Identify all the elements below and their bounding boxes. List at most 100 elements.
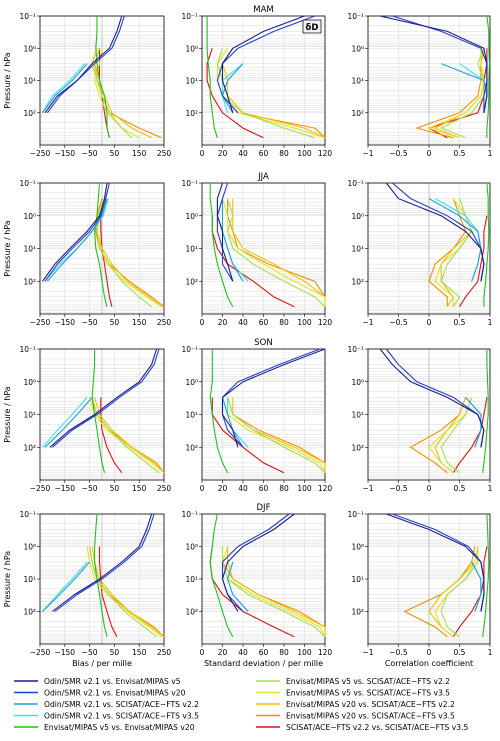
legend-label-odin_mipas_v20: Odin/SMR v2.1 vs. Envisat/MIPAS v20 xyxy=(44,689,186,698)
y-tick-label: 10⁻¹ xyxy=(181,12,198,21)
x-tick-label: 150 xyxy=(132,648,147,657)
x-tick-label: 100 xyxy=(297,318,312,327)
series-line-mipas5_mipas20 xyxy=(209,349,229,473)
series-line-odin_mipas_v5 xyxy=(44,15,123,114)
series-line-mipas5_mipas20 xyxy=(483,182,490,307)
series-line-odin_mipas_v20 xyxy=(221,348,321,448)
x-tick-label: −50 xyxy=(82,149,98,158)
series-line-mipas5_ace22 xyxy=(227,397,326,474)
series-line-mipas20_ace35 xyxy=(227,198,326,307)
y-tick-label: 10⁻¹ xyxy=(19,12,36,21)
series-line-mipas5_mipas20 xyxy=(94,182,108,307)
y-tick-label: 10¹ xyxy=(351,77,364,86)
x-tick-label: −50 xyxy=(82,318,98,327)
legend-label-mipas5_mipas20: Envisat/MIPAS v5 vs. Envisat/MIPAS v20 xyxy=(44,723,195,732)
series-line-mipas5_mipas20 xyxy=(486,15,490,138)
y-tick-label: 10⁰ xyxy=(185,378,198,387)
series-line-mipas5_ace22 xyxy=(89,546,157,638)
series-line-odin_mipas_v5 xyxy=(385,182,485,282)
x-tick-label: −0.5 xyxy=(389,648,407,657)
y-tick-label: 10⁰ xyxy=(23,44,36,53)
season-title-djf: DJF xyxy=(257,503,271,513)
series-line-mipas20_ace22 xyxy=(232,198,326,307)
y-tick-label: 10² xyxy=(351,443,364,452)
x-tick-label: 20 xyxy=(218,648,228,657)
series-line-odin_ace_v22 xyxy=(42,63,88,114)
x-tick-label: 0.5 xyxy=(454,149,466,158)
y-axis-label: Pressure / hPa xyxy=(3,386,12,442)
panel-jja-bias: −250 −150 −50 50 150 250 10⁻¹ 10⁰ 10¹ 10² xyxy=(19,179,171,327)
series-line-mipas20_ace35 xyxy=(221,546,326,637)
y-tick-label: 10⁰ xyxy=(23,378,36,387)
x-tick-label: 120 xyxy=(318,648,333,657)
x-tick-label: −1 xyxy=(362,484,373,493)
series-line-ace22_ace35 xyxy=(100,215,113,307)
y-tick-label: 10¹ xyxy=(351,575,364,584)
x-axis-label-std: Standard deviation / per mille xyxy=(204,659,323,668)
x-tick-label: 80 xyxy=(279,318,289,327)
x-tick-label: 0 xyxy=(200,648,205,657)
series-line-mipas5_mipas20 xyxy=(206,16,218,138)
series-line-odin_ace_v22 xyxy=(221,198,244,282)
series-line-ace22_ace35 xyxy=(452,546,488,638)
x-tick-label: −0.5 xyxy=(389,318,407,327)
series-line-mipas5_mipas20 xyxy=(95,16,110,138)
x-tick-label: 0 xyxy=(427,648,432,657)
series-line-odin_ace_v22 xyxy=(227,561,249,612)
series-line-mipas5_ace35 xyxy=(216,47,326,139)
series-line-mipas5_ace35 xyxy=(221,546,326,638)
y-tick-label: 10² xyxy=(185,608,198,617)
series-line-mipas5_ace35 xyxy=(434,546,479,638)
series-line-mipas20_ace22 xyxy=(428,546,479,638)
x-tick-label: −1 xyxy=(362,149,373,158)
x-tick-label: −150 xyxy=(54,484,75,493)
legend-label-mipas5_ace22: Envisat/MIPAS v5 vs. SCISAT/ACE−FTS v2.2 xyxy=(286,677,450,686)
y-tick-label: 10⁰ xyxy=(185,212,198,221)
x-tick-label: 60 xyxy=(259,648,269,657)
x-tick-label: 0 xyxy=(427,318,432,327)
panel-mam-std: 0 20 40 60 80 100 120 10⁻¹ 10⁰ 10¹ 10² xyxy=(181,12,332,158)
x-tick-label: −0.5 xyxy=(389,149,407,158)
x-tick-label: 100 xyxy=(297,648,312,657)
x-tick-label: −150 xyxy=(54,318,75,327)
series-line-odin_mipas_v20 xyxy=(52,348,160,448)
series-line-odin_mipas_v20 xyxy=(392,15,488,113)
y-tick-label: 10⁰ xyxy=(23,212,36,221)
season-title-son: SON xyxy=(254,338,272,348)
season-title-mam: MAM xyxy=(253,5,273,15)
y-tick-label: 10⁰ xyxy=(351,212,364,221)
x-tick-label: 1 xyxy=(488,648,493,657)
series-line-ace22_ace35 xyxy=(452,397,488,473)
y-tick-label: 10² xyxy=(351,277,364,286)
series-line-mipas5_mipas20 xyxy=(209,183,234,307)
y-tick-label: 10¹ xyxy=(23,411,36,420)
y-tick-label: 10² xyxy=(185,277,198,286)
y-tick-label: 10¹ xyxy=(23,575,36,584)
y-axis-label: Pressure / hPa xyxy=(3,52,12,108)
x-tick-label: −150 xyxy=(54,149,75,158)
x-tick-label: −50 xyxy=(82,484,98,493)
series-line-mipas20_ace35 xyxy=(414,48,485,139)
y-axis-label: Pressure / hPa xyxy=(3,551,12,607)
x-tick-label: 250 xyxy=(157,484,172,493)
x-tick-label: −1 xyxy=(362,318,373,327)
panel-son-corr: −1 −0.5 0 0.5 1 10⁻¹ 10⁰ 10¹ 10² xyxy=(347,345,492,493)
x-tick-label: 50 xyxy=(110,648,120,657)
series-line-mipas5_ace22 xyxy=(440,198,473,307)
legend-label-odin_ace_v35: Odin/SMR v2.1 vs. SCISAT/ACE−FTS v3.5 xyxy=(44,712,199,721)
series-line-odin_mipas_v20 xyxy=(46,15,125,114)
series-line-mipas20_ace22 xyxy=(91,546,165,638)
series-line-odin_mipas_v5 xyxy=(379,348,485,448)
series-line-mipas5_ace22 xyxy=(227,198,326,308)
series-line-mipas5_ace22 xyxy=(216,48,315,139)
y-tick-label: 10⁰ xyxy=(351,378,364,387)
series-line-odin_mipas_v20 xyxy=(392,513,485,612)
series-line-odin_mipas_v5 xyxy=(221,15,305,113)
y-tick-label: 10² xyxy=(23,443,36,452)
badge-box xyxy=(302,19,322,34)
series-line-odin_ace_v22 xyxy=(44,397,93,448)
panel-djf-bias: −250 −150 −50 50 150 250 10⁻¹ 10⁰ 10¹ 10² xyxy=(19,510,171,657)
y-tick-label: 10² xyxy=(23,277,36,286)
x-tick-label: 40 xyxy=(238,149,248,158)
series-line-mipas20_ace35 xyxy=(94,48,162,139)
